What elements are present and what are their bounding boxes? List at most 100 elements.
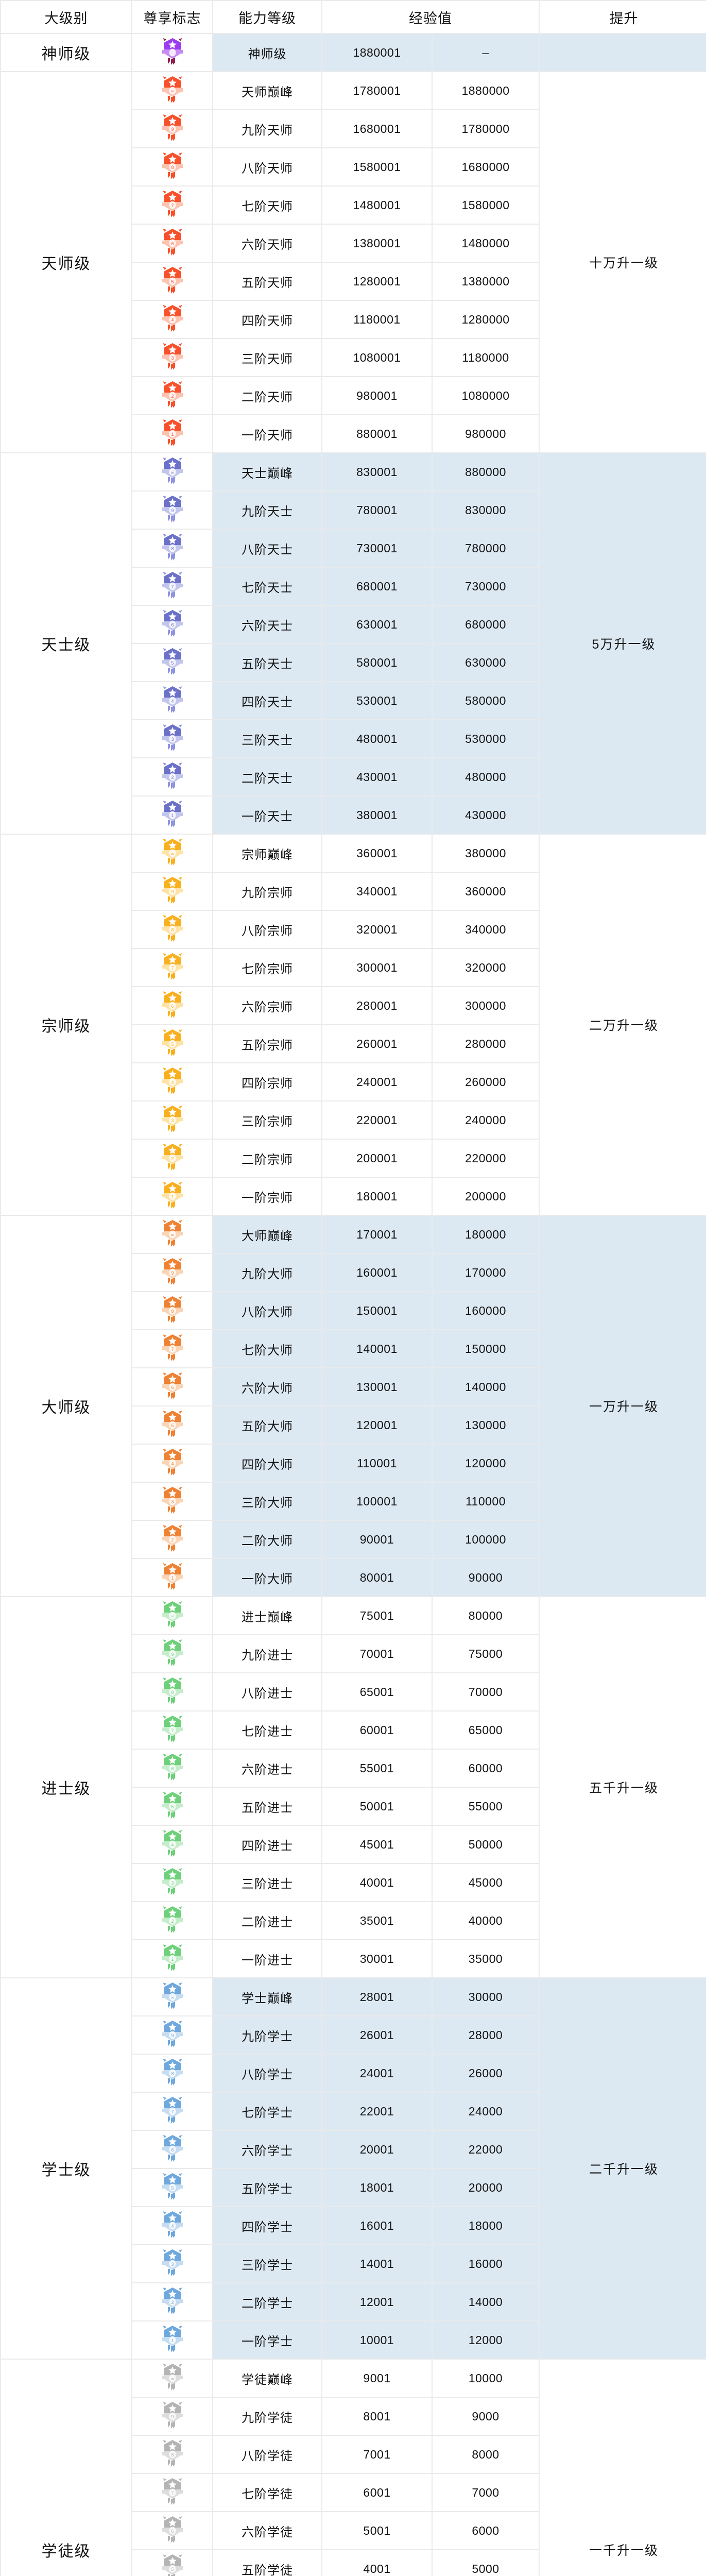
svg-text:1: 1 [171,1194,174,1199]
tier-cell: 学徒级 [1,2360,131,2576]
rank-badge-icon: 4 [161,1066,184,1095]
rank-badge-icon: 1 [161,418,184,447]
rank-badge-icon: 3 [161,1867,184,1896]
table-row: 6 六阶宗师 280001 300000 [1,987,706,1024]
exp-max-cell: 22000 [433,2131,539,2168]
svg-text:6: 6 [171,2147,174,2153]
svg-text:6: 6 [171,1385,174,1390]
exp-max-cell: 580000 [433,682,539,719]
rank-badge-icon: 6 [161,609,184,638]
table-row: 2 二阶进士 35001 40000 [1,1902,706,1939]
rank-badge-icon: ∞ [161,838,184,867]
exp-max-cell: 430000 [433,796,539,834]
exp-max-cell: 70000 [433,1673,539,1710]
level-cell: 七阶天师 [213,187,321,224]
exp-max-cell: 65000 [433,1711,539,1749]
exp-min-cell: 18001 [322,2169,432,2206]
badge-cell: ∞ [132,453,212,490]
level-cell: 七阶学徒 [213,2474,321,2511]
exp-max-cell: 160000 [433,1292,539,1329]
level-cell: 二阶学士 [213,2283,321,2320]
table-row: 8 八阶学士 24001 26000 [1,2055,706,2092]
level-cell: 七阶学士 [213,2093,321,2130]
level-cell: 学徒巅峰 [213,2360,321,2397]
rank-badge-icon: 7 [161,2477,184,2506]
exp-min-cell: 630001 [322,606,432,643]
svg-text:3: 3 [171,1880,174,1886]
table-row: 1 一阶天师 880001 980000 [1,415,706,452]
table-row: 天师级 ∞ 天师巅峰 1780001 1880000 十万升一级 [1,72,706,452]
rank-badge-icon: 9 [161,2020,184,2048]
col-header-upgrade: 提升 [540,1,706,33]
rank-badge-icon: 7 [161,2096,184,2125]
rank-badge-icon: 5 [161,1791,184,1820]
level-cell: 八阶进士 [213,1673,321,1710]
rank-badge-icon: 3 [161,1486,184,1515]
table-row: 6 六阶学士 20001 22000 [1,2131,706,2168]
svg-text:1: 1 [171,2338,174,2343]
exp-max-cell: 20000 [433,2169,539,2206]
svg-text:5: 5 [171,660,174,666]
badge-cell: 6 [132,1750,212,1787]
exp-min-cell: 20001 [322,2131,432,2168]
exp-min-cell: 160001 [322,1254,432,1291]
exp-min-cell: 320001 [322,911,432,948]
svg-text:9: 9 [171,1270,174,1276]
svg-text:2: 2 [171,1919,174,1924]
svg-text:3: 3 [171,737,174,742]
exp-max-cell: 55000 [433,1788,539,1825]
exp-max-cell: 340000 [433,911,539,948]
badge-cell: 9 [132,1254,212,1291]
rank-badge-icon: 9 [161,2401,184,2430]
rank-badge-icon: 7 [161,1715,184,1743]
badge-cell: 1 [132,415,212,452]
table-row: 9 九阶大师 160001 170000 [1,1254,706,1291]
svg-text:8: 8 [171,2071,174,2076]
table-row: 9 九阶宗师 340001 360000 [1,873,706,910]
exp-max-cell: 45000 [433,1864,539,1901]
table-row: 5 五阶进士 50001 55000 [1,1788,706,1825]
table-row: 9 九阶进士 70001 75000 [1,1635,706,1672]
svg-text:5: 5 [171,1804,174,1809]
table-row: 3 三阶学士 14001 16000 [1,2245,706,2282]
exp-max-cell: 24000 [433,2093,539,2130]
exp-min-cell: 35001 [322,1902,432,1939]
svg-text:5: 5 [171,1042,174,1047]
svg-text:9: 9 [171,2033,174,2038]
rank-badge-icon: 9 [161,495,184,523]
svg-text:2: 2 [171,1156,174,1161]
level-cell: 六阶天士 [213,606,321,643]
badge-cell: 9 [132,492,212,529]
exp-min-cell: 75001 [322,1597,432,1634]
exp-min-cell: 8001 [322,2398,432,2435]
badge-cell: 4 [132,1063,212,1100]
level-cell: 八阶学士 [213,2055,321,2092]
badge-cell: 5 [132,1406,212,1444]
svg-text:∞: ∞ [170,89,174,94]
exp-max-cell: 280000 [433,1025,539,1062]
badge-cell: 9 [132,873,212,910]
level-cell: 六阶大师 [213,1368,321,1405]
svg-text:5: 5 [171,1423,174,1428]
exp-max-cell: 630000 [433,644,539,681]
level-cell: 三阶宗师 [213,1101,321,1139]
badge-cell: ∞ [132,72,212,109]
exp-min-cell: 730001 [322,530,432,567]
level-cell: 九阶进士 [213,1635,321,1672]
table-row: 4 四阶大师 110001 120000 [1,1445,706,1482]
rank-badge-icon: 6 [161,990,184,1019]
level-cell: 五阶进士 [213,1788,321,1825]
svg-text:9: 9 [171,2414,174,2419]
table-row: 7 七阶天士 680001 730000 [1,568,706,605]
level-cell: 五阶学徒 [213,2550,321,2576]
badge-cell: 6 [132,987,212,1024]
exp-max-cell: 12000 [433,2321,539,2359]
rank-badge-icon: 1 [161,1943,184,1972]
level-cell: 五阶天士 [213,644,321,681]
exp-min-cell: 120001 [322,1406,432,1444]
rank-badge-icon: 8 [161,151,184,180]
exp-max-cell: 780000 [433,530,539,567]
exp-max-cell: 16000 [433,2245,539,2282]
rank-badge-icon: 7 [161,952,184,981]
exp-min-cell: 180001 [322,1178,432,1215]
